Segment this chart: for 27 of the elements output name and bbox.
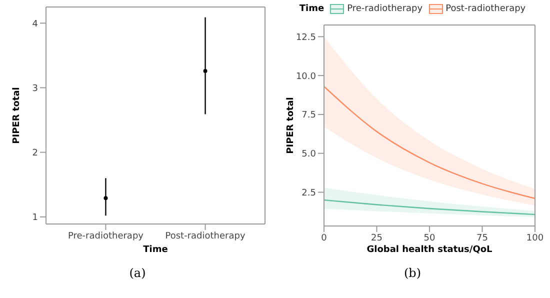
- x-tick-label: 50: [423, 233, 435, 244]
- x-axis-title: Time: [142, 245, 168, 255]
- legend-label: Pre-radiotherapy: [347, 4, 423, 14]
- y-tick-label: 4: [32, 19, 38, 30]
- y-tick-label: 10.0: [295, 72, 316, 82]
- x-axis-title: Global health status/QoL: [366, 245, 492, 255]
- text: (a): [129, 266, 146, 280]
- y-tick-label: 1: [32, 213, 38, 224]
- y-tick-label: 12.5: [295, 32, 316, 43]
- x-tick-label: 75: [476, 233, 488, 244]
- text: (b): [404, 266, 422, 280]
- legend-label: Post-radiotherapy: [446, 4, 526, 14]
- x-tick-label: Post-radiotherapy: [164, 231, 246, 242]
- y-tick-label: 5.0: [301, 150, 316, 160]
- y-tick-label: 7.5: [301, 110, 316, 121]
- x-tick-label: 25: [370, 233, 382, 244]
- y-tick-label: 2.5: [301, 188, 316, 198]
- y-axis-title: PIPER total: [286, 97, 296, 154]
- y-axis-title: PIPER total: [12, 87, 22, 144]
- x-tick-label: 0: [320, 233, 327, 244]
- legend-title: Time: [299, 4, 324, 14]
- y-tick-label: 3: [32, 84, 38, 94]
- x-tick-label: 100: [526, 233, 544, 244]
- x-tick-label: Pre-radiotherapy: [67, 231, 144, 242]
- line-series: [324, 199, 534, 216]
- line-series: [324, 86, 534, 200]
- y-tick-label: 2: [32, 148, 38, 159]
